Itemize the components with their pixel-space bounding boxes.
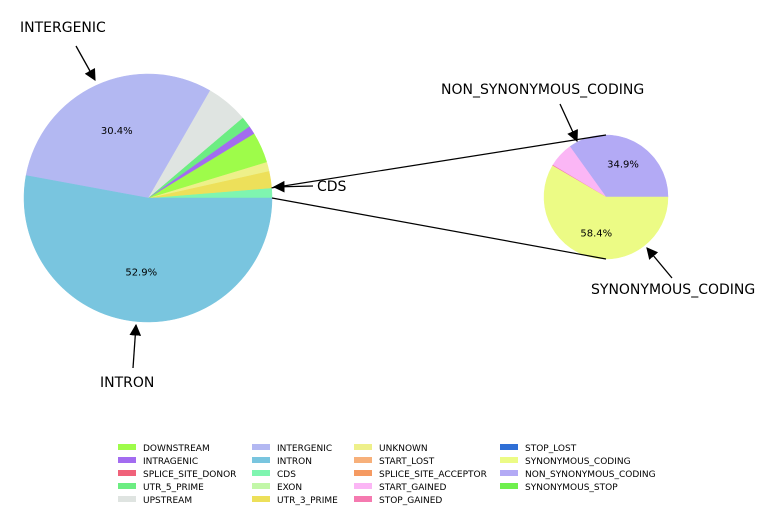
- legend-swatch: [500, 457, 518, 463]
- legend-swatch: [252, 470, 270, 476]
- legend-item-exon: EXON: [252, 483, 302, 493]
- connector-line-top: [271, 134, 607, 189]
- legend-swatch: [118, 470, 136, 476]
- legend-item-splice-site-donor: SPLICE_SITE_DONOR: [118, 470, 236, 480]
- legend-swatch: [354, 444, 372, 450]
- zoom-connector-lines: [271, 134, 607, 260]
- legend-swatch: [354, 457, 372, 463]
- legend-label: SPLICE_SITE_DONOR: [143, 470, 236, 480]
- annotation-synonymous-coding: SYNONYMOUS_CODING: [591, 282, 755, 298]
- legend-label: SYNONYMOUS_STOP: [525, 483, 618, 493]
- legend-item-start-lost: START_LOST: [354, 457, 435, 467]
- legend-swatch: [118, 457, 136, 463]
- annotation-arrow-non-synonymous-coding: [559, 103, 578, 143]
- legend-label: UTR_5_PRIME: [143, 483, 204, 493]
- annotation-arrow-cds: [272, 180, 314, 193]
- legend-label: STOP_GAINED: [379, 496, 442, 506]
- legend-label: CDS: [277, 470, 296, 480]
- annotation-intron: INTRON: [100, 375, 154, 391]
- legend-item-intragenic: INTRAGENIC: [118, 457, 198, 467]
- legend-swatch: [118, 496, 136, 502]
- legend-label: INTRON: [277, 457, 312, 467]
- legend-label: SPLICE_SITE_ACCEPTOR: [379, 470, 487, 480]
- legend: DOWNSTREAM INTRAGENIC SPLICE_SITE_DONOR UTR…: [118, 444, 656, 506]
- legend-item-utr-5-prime: UTR_5_PRIME: [118, 483, 204, 493]
- annotation-non-synonymous-coding: NON_SYNONYMOUS_CODING: [441, 82, 644, 98]
- slice-intergenic: [25, 73, 211, 199]
- legend-swatch: [354, 496, 372, 502]
- legend-swatch: [500, 483, 518, 489]
- legend-label: UPSTREAM: [143, 496, 192, 506]
- legend-item-upstream: UPSTREAM: [118, 496, 192, 506]
- legend-label: START_LOST: [379, 457, 435, 467]
- legend-item-cds: CDS: [252, 470, 296, 480]
- legend-item-start-gained: START_GAINED: [354, 483, 446, 493]
- legend-label: NON_SYNONYMOUS_CODING: [525, 470, 656, 480]
- legend-item-synonymous-coding: SYNONYMOUS_CODING: [500, 457, 631, 467]
- annotation-arrow-synonymous-coding: [646, 247, 673, 279]
- annotation-arrow-intron: [129, 323, 142, 369]
- legend-swatch: [252, 444, 270, 450]
- legend-item-synonymous-stop: SYNONYMOUS_STOP: [500, 483, 618, 493]
- legend-item-intergenic: INTERGENIC: [252, 444, 332, 454]
- legend-item-downstream: DOWNSTREAM: [118, 444, 210, 454]
- pct-label-synonymous-coding: 58.4%: [580, 228, 612, 239]
- legend-swatch: [252, 483, 270, 489]
- legend-label: STOP_LOST: [525, 444, 577, 454]
- annotation-intergenic: INTERGENIC: [20, 20, 106, 36]
- main-pie: 30.4% 52.9%: [23, 73, 273, 323]
- legend-swatch: [354, 470, 372, 476]
- legend-label: INTERGENIC: [277, 444, 332, 454]
- legend-item-stop-gained: STOP_GAINED: [354, 496, 442, 506]
- legend-item-splice-site-acceptor: SPLICE_SITE_ACCEPTOR: [354, 470, 487, 480]
- annotations: INTERGENIC INTRON CDS NON_SYNONYMOUS_CODING…: [20, 20, 755, 391]
- legend-label: START_GAINED: [379, 483, 446, 493]
- legend-label: EXON: [277, 483, 302, 493]
- legend-item-intron: INTRON: [252, 457, 312, 467]
- legend-swatch: [354, 483, 372, 489]
- legend-swatch: [252, 496, 270, 502]
- pct-label-intergenic: 30.4%: [101, 126, 133, 137]
- slice-synonymous-coding: [543, 165, 669, 260]
- cds-breakdown-pie: 34.9% 58.4%: [543, 134, 669, 260]
- slice-non-synonymous-coding: [569, 134, 669, 198]
- legend-item-unknown: UNKNOWN: [354, 444, 428, 454]
- legend-item-utr-3-prime: UTR_3_PRIME: [252, 496, 338, 506]
- legend-swatch: [118, 483, 136, 489]
- slice-intron: [23, 175, 273, 323]
- legend-item-non-synonymous-coding: NON_SYNONYMOUS_CODING: [500, 470, 656, 480]
- legend-label: UTR_3_PRIME: [277, 496, 338, 506]
- legend-label: INTRAGENIC: [143, 457, 198, 467]
- pct-label-non-synonymous-coding: 34.9%: [607, 159, 639, 170]
- legend-swatch: [500, 470, 518, 476]
- legend-label: DOWNSTREAM: [143, 444, 210, 454]
- legend-label: SYNONYMOUS_CODING: [525, 457, 631, 467]
- legend-swatch: [500, 444, 518, 450]
- legend-swatch: [252, 457, 270, 463]
- annotation-cds: CDS: [317, 179, 347, 195]
- legend-swatch: [118, 444, 136, 450]
- pct-label-intron: 52.9%: [125, 268, 157, 279]
- legend-item-stop-lost: STOP_LOST: [500, 444, 577, 454]
- connector-line-bottom: [271, 197, 607, 260]
- annotation-arrow-intergenic: [75, 45, 96, 82]
- legend-label: UNKNOWN: [379, 444, 428, 454]
